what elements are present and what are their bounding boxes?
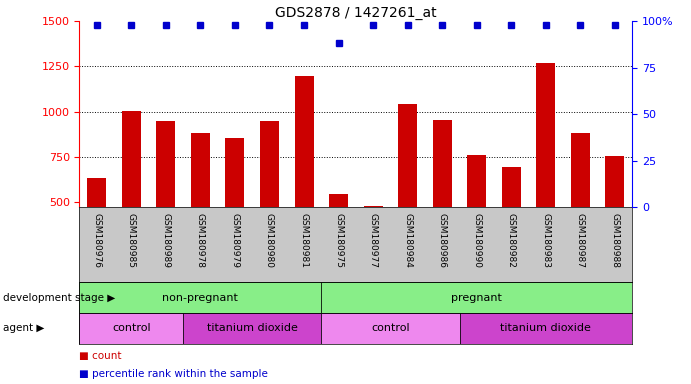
Bar [321, 313, 460, 344]
Bar [398, 104, 417, 207]
Bar [294, 76, 314, 207]
Text: pregnant: pregnant [451, 293, 502, 303]
Text: GSM180988: GSM180988 [610, 214, 620, 268]
Bar [79, 313, 183, 344]
Text: GSM180981: GSM180981 [299, 214, 309, 268]
Bar [502, 167, 521, 207]
Bar [321, 282, 632, 313]
Text: GSM180977: GSM180977 [368, 214, 378, 268]
Text: GSM180979: GSM180979 [230, 214, 240, 268]
Bar [122, 111, 141, 207]
Text: GSM180984: GSM180984 [403, 214, 413, 268]
Text: titanium dioxide: titanium dioxide [207, 323, 298, 333]
Bar [571, 133, 590, 207]
Text: GSM180987: GSM180987 [576, 214, 585, 268]
Text: GSM180976: GSM180976 [92, 214, 102, 268]
Bar [329, 194, 348, 207]
Text: GSM180980: GSM180980 [265, 214, 274, 268]
Bar [260, 121, 279, 207]
Text: GSM180985: GSM180985 [126, 214, 136, 268]
Text: agent ▶: agent ▶ [3, 323, 45, 333]
Text: GSM180978: GSM180978 [196, 214, 205, 268]
Bar [183, 313, 321, 344]
Bar [225, 138, 245, 207]
Bar [460, 313, 632, 344]
Text: GSM180989: GSM180989 [161, 214, 171, 268]
Text: titanium dioxide: titanium dioxide [500, 323, 591, 333]
Text: control: control [371, 323, 410, 333]
Bar [79, 282, 321, 313]
Text: GSM180990: GSM180990 [472, 214, 482, 268]
Bar [191, 133, 210, 207]
Text: ■ count: ■ count [79, 351, 122, 361]
Text: GSM180986: GSM180986 [437, 214, 447, 268]
Bar [156, 121, 176, 207]
Title: GDS2878 / 1427261_at: GDS2878 / 1427261_at [275, 6, 437, 20]
Bar [433, 120, 452, 207]
Text: GSM180975: GSM180975 [334, 214, 343, 268]
Text: control: control [112, 323, 151, 333]
Bar [605, 156, 625, 207]
Text: development stage ▶: development stage ▶ [3, 293, 115, 303]
Bar [536, 63, 556, 207]
Bar [87, 179, 106, 207]
Bar [467, 155, 486, 207]
Text: GSM180983: GSM180983 [541, 214, 551, 268]
Text: GSM180982: GSM180982 [507, 214, 516, 268]
Text: ■ percentile rank within the sample: ■ percentile rank within the sample [79, 369, 268, 379]
Text: non-pregnant: non-pregnant [162, 293, 238, 303]
